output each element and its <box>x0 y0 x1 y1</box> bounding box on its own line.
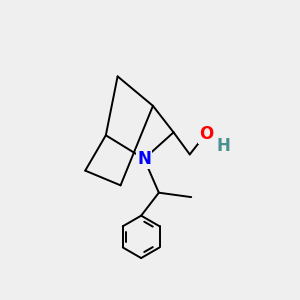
Text: N: N <box>137 150 151 168</box>
Text: O: O <box>199 125 213 143</box>
Text: H: H <box>217 136 230 154</box>
